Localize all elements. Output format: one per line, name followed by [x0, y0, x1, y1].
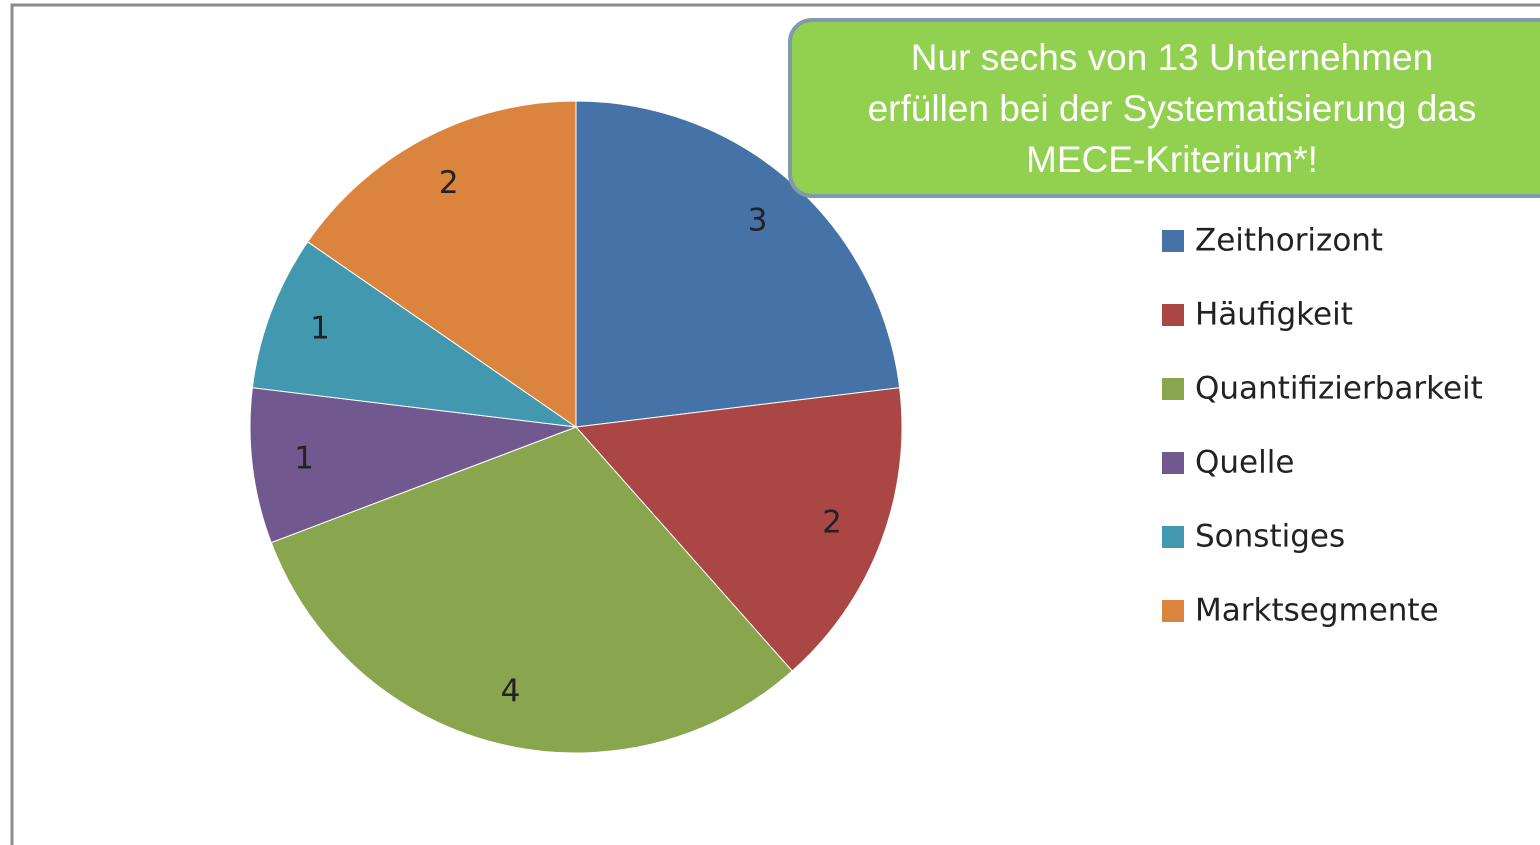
legend: Zeithorizont Häufigkeit Quantifizierbarkei… [1162, 223, 1483, 629]
slice [307, 100, 577, 428]
legend-swatch [1162, 230, 1184, 252]
data-label: 2 [822, 505, 842, 541]
slice [251, 241, 577, 428]
legend-swatch [1162, 378, 1184, 400]
data-label: 2 [439, 165, 459, 201]
data-label: 3 [748, 203, 768, 239]
slice [270, 426, 793, 754]
callout [788, 18, 1540, 198]
legend-label: Quelle [1195, 445, 1294, 481]
annotation-line: MECE-Kriterium*! [1026, 139, 1318, 180]
legend-label: Marktsegmente [1195, 593, 1439, 629]
annotation-line: erfüllen bei der Systematisierung das [868, 88, 1477, 129]
frame [10, 3, 1540, 845]
legend-swatch [1162, 452, 1184, 474]
annotation: Nur sechs von 13 Unternehmen erfüllen bei… [868, 37, 1477, 180]
legend-swatch [1162, 304, 1184, 326]
pie: 3 2 4 1 1 2 [249, 100, 903, 754]
legend-label: Zeithorizont [1195, 223, 1383, 259]
slice [574, 387, 903, 672]
data-label: 1 [310, 310, 330, 346]
legend-swatch [1162, 526, 1184, 548]
legend-label: Quantifizierbarkeit [1195, 371, 1483, 407]
legend-label: Sonstiges [1195, 519, 1345, 555]
data-label: 4 [501, 673, 521, 709]
legend-label: Häufigkeit [1195, 297, 1353, 333]
data-label: 1 [294, 441, 314, 477]
legend-swatch [1162, 600, 1184, 622]
slice [249, 387, 577, 544]
annotation-line: Nur sechs von 13 Unternehmen [911, 37, 1433, 78]
